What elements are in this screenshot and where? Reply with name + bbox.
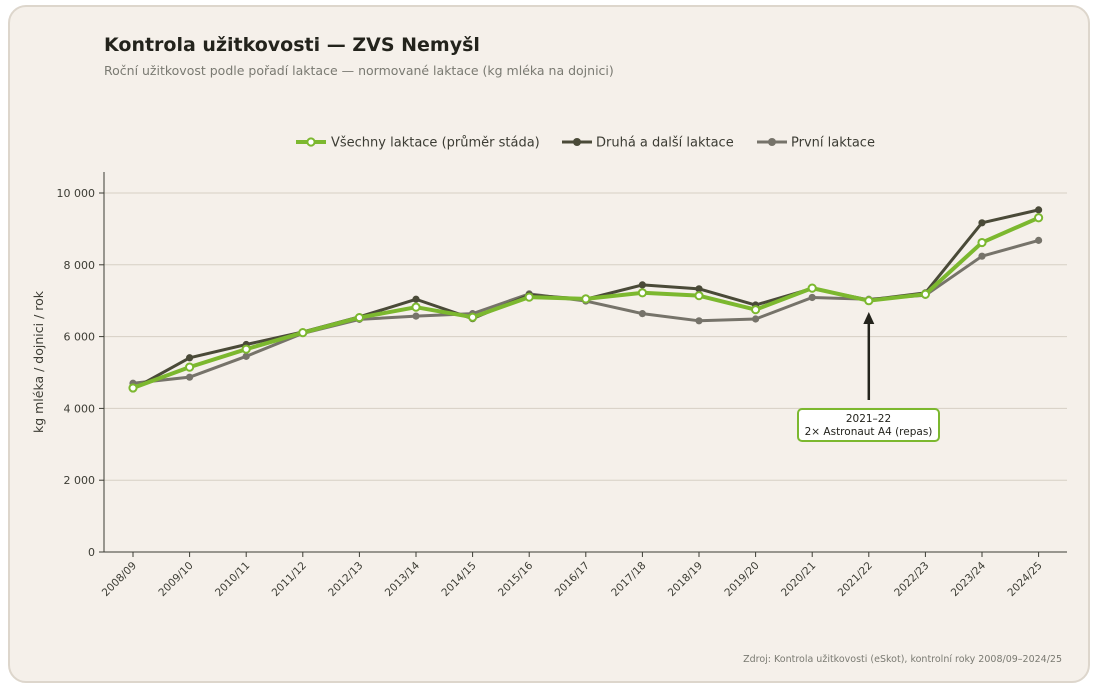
x-tick-label: 2024/25 bbox=[1005, 560, 1044, 599]
data-point bbox=[354, 312, 364, 323]
y-axis-label: kg mléka / dojnici / rok bbox=[31, 290, 46, 433]
data-point bbox=[128, 383, 138, 393]
data-point bbox=[412, 295, 420, 303]
data-point bbox=[694, 291, 704, 301]
x-tick-label: 2019/20 bbox=[722, 560, 761, 599]
x-tick-label: 2023/24 bbox=[949, 559, 989, 599]
y-tick-label: 0 bbox=[88, 546, 95, 559]
data-point bbox=[807, 283, 817, 293]
x-tick-label: 2021/22 bbox=[836, 560, 875, 599]
chart-subtitle: Roční užitkovost podle pořadí laktace — … bbox=[104, 63, 614, 78]
data-point bbox=[241, 344, 251, 354]
x-tick-label: 2018/19 bbox=[666, 560, 705, 599]
y-tick-label: 10 000 bbox=[57, 187, 96, 200]
series-line bbox=[131, 238, 1041, 385]
legend-swatch-marker bbox=[573, 138, 581, 146]
data-point bbox=[695, 317, 703, 325]
annotation-arrow-head bbox=[863, 312, 875, 324]
x-tick-label: 2012/13 bbox=[326, 560, 365, 599]
data-point bbox=[298, 328, 308, 338]
x-tick-label: 2008/09 bbox=[100, 560, 139, 599]
data-point bbox=[411, 302, 421, 312]
data-point bbox=[638, 310, 647, 318]
data-point bbox=[638, 281, 647, 289]
x-tick-label: 2013/14 bbox=[383, 559, 423, 599]
y-tick-label: 2 000 bbox=[64, 474, 96, 487]
y-tick-label: 6 000 bbox=[64, 331, 96, 344]
data-point bbox=[186, 354, 194, 362]
x-tick-label: 2014/15 bbox=[439, 560, 478, 599]
annotation-box: 2021–22 2× Astronaut A4 (repas) bbox=[797, 408, 940, 442]
data-point bbox=[977, 237, 987, 248]
data-point bbox=[185, 362, 195, 372]
data-point bbox=[524, 292, 534, 302]
data-point bbox=[978, 252, 986, 260]
data-point bbox=[751, 305, 761, 315]
chart-card bbox=[8, 5, 1090, 683]
x-tick-label: 2009/10 bbox=[156, 560, 195, 599]
annotation-line1: 2021–22 bbox=[845, 413, 892, 425]
data-point bbox=[468, 312, 478, 322]
y-tick-label: 8 000 bbox=[64, 259, 96, 272]
x-tick-label: 2020/21 bbox=[779, 560, 818, 599]
data-point bbox=[864, 296, 874, 306]
data-point bbox=[695, 285, 703, 293]
data-point bbox=[186, 373, 194, 381]
legend-label: První laktace bbox=[791, 136, 875, 151]
data-point bbox=[637, 288, 648, 298]
chart-title: Kontrola užitkovosti — ZVS Nemyšl bbox=[104, 34, 480, 56]
data-point bbox=[242, 352, 250, 360]
x-tick-label: 2010/11 bbox=[213, 560, 252, 599]
legend-swatch-marker bbox=[768, 138, 776, 146]
legend-swatch-marker bbox=[306, 137, 316, 147]
data-point bbox=[752, 315, 760, 323]
x-tick-label: 2011/12 bbox=[270, 560, 309, 599]
legend-label: Druhá a další laktace bbox=[596, 136, 734, 151]
data-point bbox=[1035, 236, 1043, 244]
x-tick-label: 2017/18 bbox=[609, 560, 648, 599]
annotation-line2: 2× Astronaut A4 (repas) bbox=[804, 426, 933, 438]
data-point bbox=[978, 219, 986, 227]
x-tick-label: 2022/23 bbox=[892, 560, 931, 599]
data-point bbox=[920, 289, 931, 299]
legend-label: Všechny laktace (průměr stáda) bbox=[331, 136, 540, 151]
chart-source: Zdroj: Kontrola užitkovosti (eSkot), kon… bbox=[743, 654, 1062, 665]
data-point bbox=[1034, 213, 1044, 223]
x-tick-label: 2015/16 bbox=[496, 559, 536, 599]
data-point bbox=[412, 312, 420, 320]
y-tick-label: 4 000 bbox=[64, 402, 96, 415]
data-point bbox=[581, 294, 591, 304]
x-tick-label: 2016/17 bbox=[553, 560, 592, 599]
data-point bbox=[1035, 206, 1043, 214]
data-point bbox=[808, 293, 816, 302]
